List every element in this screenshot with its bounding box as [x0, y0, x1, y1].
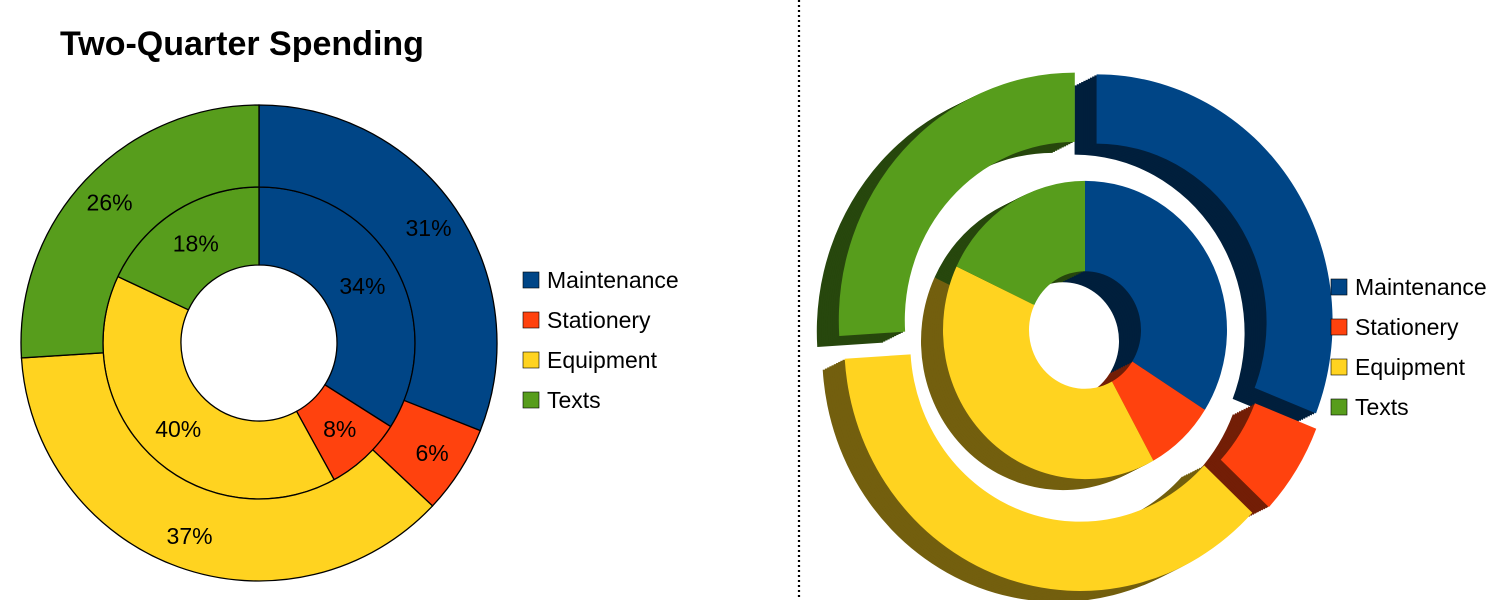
- legend-swatch-texts: [522, 391, 540, 409]
- inner-label-equipment: 40%: [155, 416, 201, 442]
- outer-label-maintenance: 31%: [406, 215, 452, 241]
- legend-swatch-stationery: [1330, 318, 1348, 336]
- outer-slice-maintenance: [258, 104, 498, 432]
- donut-slices: [20, 104, 498, 582]
- legend-swatch-stationery: [522, 311, 540, 329]
- inner-slice-equipment: [943, 266, 1154, 480]
- legend-swatch-texts: [1330, 398, 1348, 416]
- inner-label-texts: 18%: [173, 230, 219, 256]
- donut-3d-slices: [838, 72, 1333, 591]
- inner-slice-texts: [956, 180, 1085, 305]
- outer-label-equipment: 37%: [167, 523, 213, 549]
- double-donut-chart-3d: Maintenance Stationery Equipment Texts: [816, 72, 1487, 600]
- legend-label-equipment: Equipment: [547, 347, 658, 373]
- outer-slice-equipment: [20, 352, 434, 582]
- legend-label-texts: Texts: [547, 387, 601, 413]
- donut-data-labels: 34% 8% 40% 18% 31% 6% 37% 26%: [87, 190, 452, 549]
- legend: Maintenance Stationery Equipment Texts: [522, 267, 679, 413]
- outer-slice-texts: [838, 72, 1075, 336]
- outer-label-stationery: 6%: [415, 440, 448, 466]
- legend-label-maintenance: Maintenance: [1355, 274, 1487, 300]
- legend-label-equipment: Equipment: [1355, 354, 1466, 380]
- inner-slice-maintenance: [1085, 180, 1227, 410]
- legend-swatch-maintenance: [1330, 278, 1348, 296]
- outer-label-texts: 26%: [87, 190, 133, 216]
- outer-slice-maintenance: [1096, 74, 1333, 414]
- legend-label-maintenance: Maintenance: [547, 267, 679, 293]
- legend-label-stationery: Stationery: [1355, 314, 1459, 340]
- legend-label-stationery: Stationery: [547, 307, 651, 333]
- double-donut-chart-2d: Two-Quarter Spending 34% 8% 40% 18% 31% 6% 37%…: [20, 25, 679, 582]
- inner-slice-stationery: [1111, 361, 1205, 461]
- legend-swatch-equipment: [1330, 358, 1348, 376]
- legend-swatch-equipment: [522, 351, 540, 369]
- legend: Maintenance Stationery Equipment Texts: [1330, 274, 1487, 420]
- outer-slice-equipment: [844, 354, 1253, 591]
- legend-label-texts: Texts: [1355, 394, 1409, 420]
- outer-slice-stationery: [1220, 403, 1317, 508]
- legend-swatch-maintenance: [522, 271, 540, 289]
- outer-slice-texts: [20, 104, 260, 359]
- chart-title: Two-Quarter Spending: [60, 25, 424, 63]
- inner-label-stationery: 8%: [323, 416, 356, 442]
- inner-label-maintenance: 34%: [339, 273, 385, 299]
